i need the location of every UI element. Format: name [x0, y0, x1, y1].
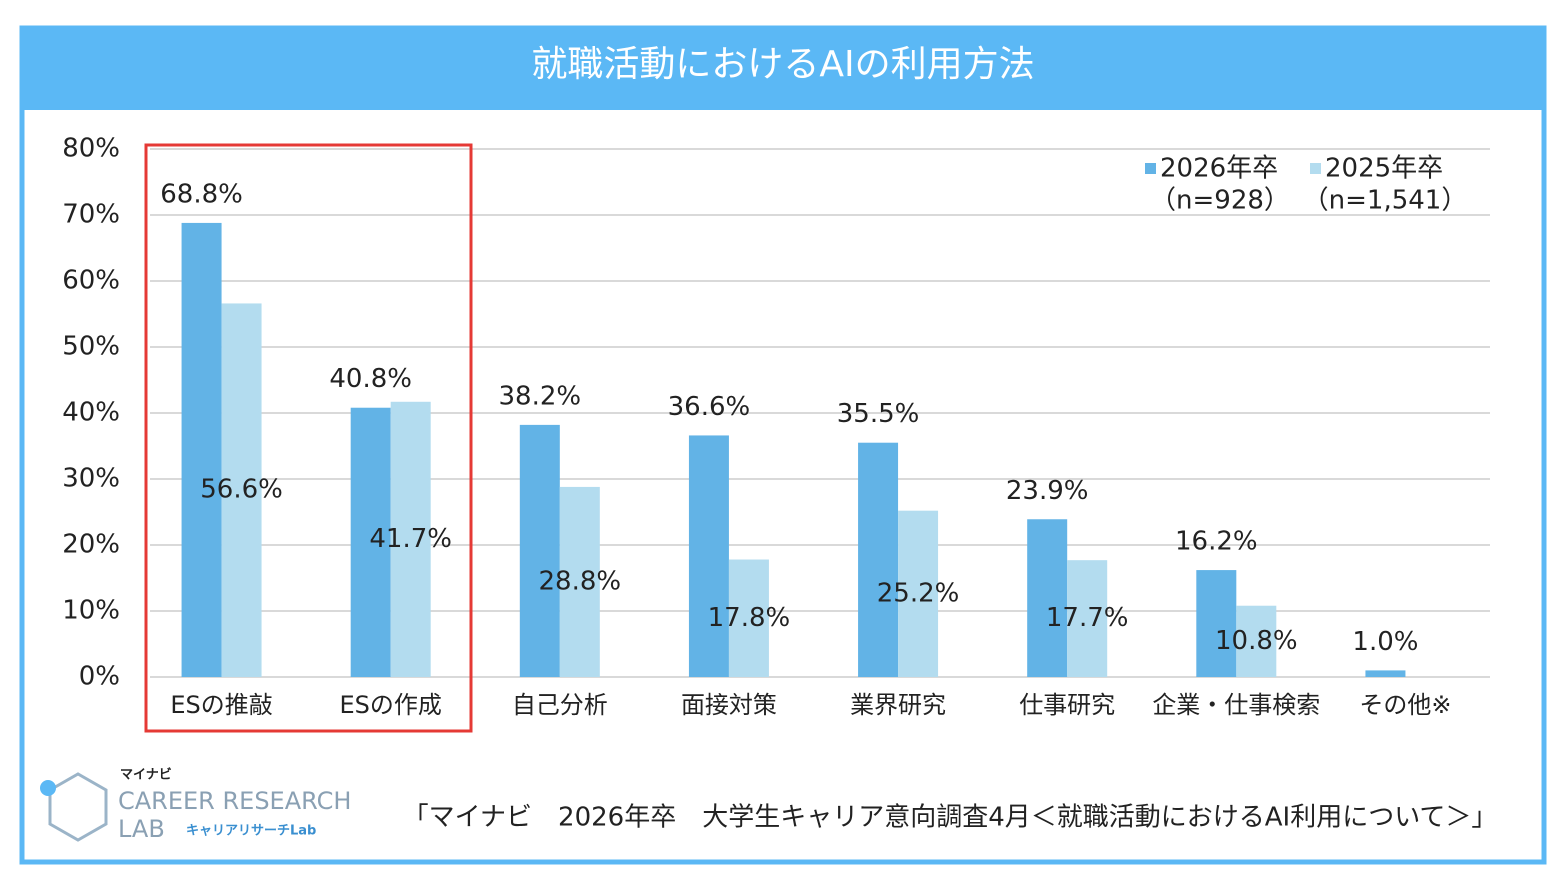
- y-tick-label: 80%: [62, 134, 120, 164]
- value-label: 16.2%: [1175, 527, 1258, 557]
- x-tick-label: 業界研究: [850, 691, 946, 719]
- bar: [1236, 605, 1277, 677]
- bar: [221, 303, 262, 677]
- value-label: 10.8%: [1215, 626, 1298, 656]
- bar: [898, 510, 939, 677]
- legend-label: 2025年卒: [1325, 154, 1443, 184]
- legend-swatch: [1145, 163, 1156, 174]
- title-band: [22, 28, 1544, 110]
- value-label: 56.6%: [200, 475, 283, 505]
- y-tick-label: 10%: [62, 596, 120, 626]
- bar: [559, 486, 600, 677]
- value-label: 23.9%: [1006, 476, 1089, 506]
- bar: [1027, 519, 1068, 677]
- bar: [728, 559, 769, 677]
- bar: [350, 407, 391, 677]
- y-tick-label: 0%: [79, 662, 120, 692]
- x-tick-label: ESの推敲: [170, 691, 272, 719]
- legend-swatch: [1310, 163, 1321, 174]
- value-label: 40.8%: [329, 364, 412, 394]
- y-tick-label: 30%: [62, 464, 120, 494]
- y-tick-label: 60%: [62, 266, 120, 296]
- bar: [1067, 560, 1108, 677]
- bar: [390, 401, 431, 677]
- bar: [1196, 570, 1237, 677]
- bar: [1365, 670, 1406, 677]
- bar: [181, 222, 222, 678]
- value-label: 17.8%: [708, 603, 791, 633]
- logo-line2: LAB: [118, 815, 165, 843]
- bar: [688, 435, 729, 677]
- y-tick-label: 70%: [62, 200, 120, 230]
- legend-sample: （n=1,541）: [1303, 186, 1468, 216]
- x-tick-label: 企業・仕事検索: [1152, 691, 1320, 719]
- value-label: 28.8%: [539, 566, 622, 596]
- x-tick-label: その他※: [1359, 691, 1451, 719]
- logo-dot: [40, 780, 56, 796]
- bar: [858, 442, 899, 677]
- bar: [519, 424, 560, 677]
- source: 「マイナビ 2026年卒 大学生キャリア意向調査4月＜就職活動におけるAI利用に…: [403, 803, 1498, 833]
- value-label: 25.2%: [877, 578, 960, 608]
- logo-cube: [48, 772, 108, 842]
- value-label: 17.7%: [1046, 603, 1129, 633]
- y-tick-label: 20%: [62, 530, 120, 560]
- value-label: 68.8%: [160, 179, 243, 209]
- frame: [19, 25, 1547, 865]
- logo-sub: キャリアリサーチLab: [186, 824, 316, 839]
- value-label: 1.0%: [1352, 627, 1418, 657]
- value-label: 41.7%: [369, 524, 452, 554]
- x-tick-label: 面接対策: [681, 691, 777, 719]
- value-label: 36.6%: [668, 392, 751, 422]
- legend-label: 2026年卒: [1160, 154, 1278, 184]
- chart-title: 就職活動におけるAIの利用方法: [531, 44, 1034, 85]
- plot: 0% 10% 20% 30% 40% 50% 60% 70% 80% ESの推敲 68.8% 56.6…: [62, 134, 1490, 719]
- y-tick-label: 40%: [62, 398, 120, 428]
- x-tick-label: 仕事研究: [1019, 691, 1115, 719]
- highlight-box: [144, 143, 473, 733]
- logo: マイナビ CAREER RESEARCH LAB キャリアリサーチLab: [40, 767, 351, 843]
- logo-brand: マイナビ: [120, 767, 172, 783]
- y-tick-label: 50%: [62, 332, 120, 362]
- value-label: 38.2%: [499, 381, 582, 411]
- x-tick-label: 自己分析: [512, 691, 608, 719]
- legend-sample: （n=928）: [1150, 186, 1290, 216]
- x-tick-label: ESの作成: [339, 691, 441, 719]
- logo-line1: CAREER RESEARCH: [118, 787, 351, 815]
- value-label: 35.5%: [837, 399, 920, 429]
